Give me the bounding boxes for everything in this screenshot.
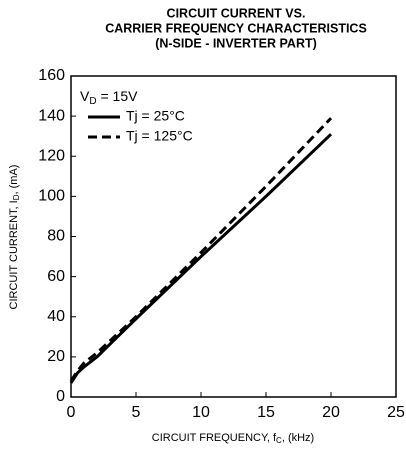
annotation: VD = 15V <box>80 88 138 107</box>
y-tick-label: 40 <box>47 308 65 325</box>
legend-label: Tj = 25°C <box>126 108 185 124</box>
x-tick-label: 10 <box>192 404 210 421</box>
x-axis-label: CIRCUIT FREQUENCY, fC, (kHz) <box>152 432 314 445</box>
x-tick-label: 20 <box>322 404 340 421</box>
x-tick-label: 0 <box>67 404 76 421</box>
chart-title: (N-SIDE - INVERTER PART) <box>155 36 317 50</box>
x-tick-label: 15 <box>257 404 275 421</box>
x-axis-label-sub: C <box>276 436 282 445</box>
x-tick-label: 5 <box>132 404 141 421</box>
y-axis-label-sub: D <box>12 194 21 200</box>
y-tick-label: 160 <box>38 67 65 84</box>
plot-frame <box>70 75 397 398</box>
y-axis-label-part: , (mA) <box>8 165 20 195</box>
y-tick-label: 60 <box>47 268 65 285</box>
annotation-part: = 15V <box>97 88 139 104</box>
chart-title: CIRCUIT CURRENT VS. <box>167 6 306 20</box>
x-axis-label-part: CIRCUIT FREQUENCY, f <box>152 432 277 444</box>
y-axis-label: CIRCUIT CURRENT, ID, (mA) <box>8 165 21 310</box>
y-axis-label-part: CIRCUIT CURRENT, I <box>8 200 20 309</box>
y-tick-label: 140 <box>38 107 65 124</box>
y-tick-label: 20 <box>47 348 65 365</box>
y-tick-label: 100 <box>38 188 65 205</box>
x-axis-label-part: , (kHz) <box>282 432 314 444</box>
series-line <box>69 117 333 382</box>
y-tick-label: 0 <box>56 388 65 405</box>
y-tick-label: 120 <box>38 147 65 164</box>
annotation-part: V <box>80 88 90 104</box>
series-line <box>69 133 333 384</box>
legend-label: Tj = 125°C <box>126 128 193 144</box>
annotation-sub: D <box>89 96 96 107</box>
x-tick-label: 25 <box>387 404 405 421</box>
chart-title: CARRIER FREQUENCY CHARACTERISTICS <box>105 21 367 35</box>
y-tick-label: 80 <box>47 228 65 245</box>
